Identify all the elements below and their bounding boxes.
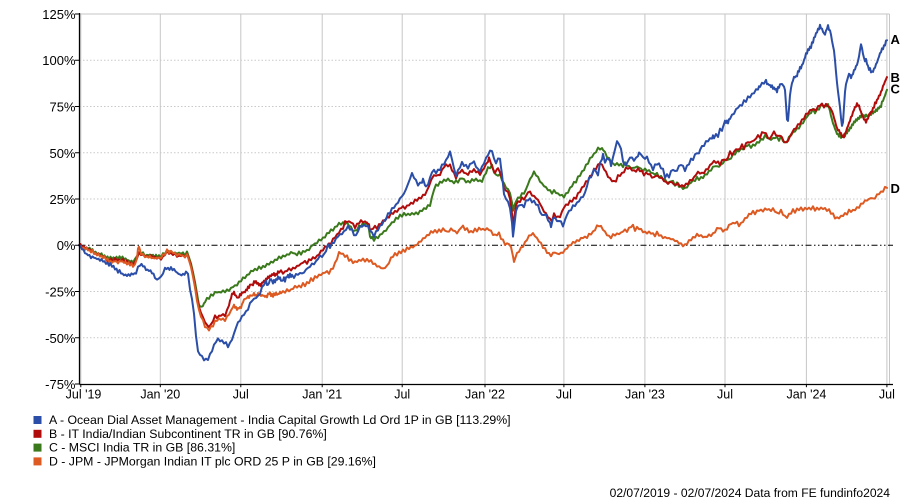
svg-text:A: A — [891, 32, 900, 47]
svg-text:-25%: -25% — [45, 285, 76, 300]
svg-text:Jul: Jul — [394, 387, 410, 401]
svg-text:25%: 25% — [49, 192, 75, 207]
svg-text:A - Ocean Dial Asset Managemen: A - Ocean Dial Asset Management - India … — [49, 413, 511, 427]
svg-text:B: B — [891, 70, 900, 85]
svg-text:Jul '19: Jul '19 — [66, 387, 102, 401]
svg-text:B - IT India/Indian Subcontine: B - IT India/Indian Subcontinent TR in G… — [49, 427, 327, 441]
svg-text:C: C — [891, 82, 900, 97]
svg-text:100%: 100% — [42, 53, 76, 68]
svg-text:D - JPM - JPMorgan Indian IT p: D - JPM - JPMorgan Indian IT plc ORD 25 … — [49, 454, 376, 468]
svg-text:Jan '21: Jan '21 — [302, 387, 342, 401]
svg-text:Jan '22: Jan '22 — [465, 387, 505, 401]
svg-text:125%: 125% — [42, 7, 76, 22]
svg-text:-50%: -50% — [45, 331, 76, 346]
svg-text:-75%: -75% — [45, 377, 76, 392]
svg-text:Jan '24: Jan '24 — [786, 387, 826, 401]
svg-text:Jan '23: Jan '23 — [625, 387, 665, 401]
svg-text:Jul: Jul — [556, 387, 572, 401]
svg-text:Jul: Jul — [233, 387, 249, 401]
svg-text:0%: 0% — [57, 238, 76, 253]
svg-text:Jul: Jul — [717, 387, 733, 401]
svg-text:02/07/2019 - 02/07/2024 Data f: 02/07/2019 - 02/07/2024 Data from FE fun… — [610, 486, 891, 500]
svg-text:50%: 50% — [49, 146, 75, 161]
svg-text:C - MSCI India TR in GB [86.31: C - MSCI India TR in GB [86.31%] — [49, 441, 235, 455]
svg-text:Jan '20: Jan '20 — [140, 387, 180, 401]
svg-text:Jul: Jul — [879, 387, 895, 401]
svg-text:D: D — [891, 181, 900, 196]
svg-text:75%: 75% — [49, 100, 75, 115]
